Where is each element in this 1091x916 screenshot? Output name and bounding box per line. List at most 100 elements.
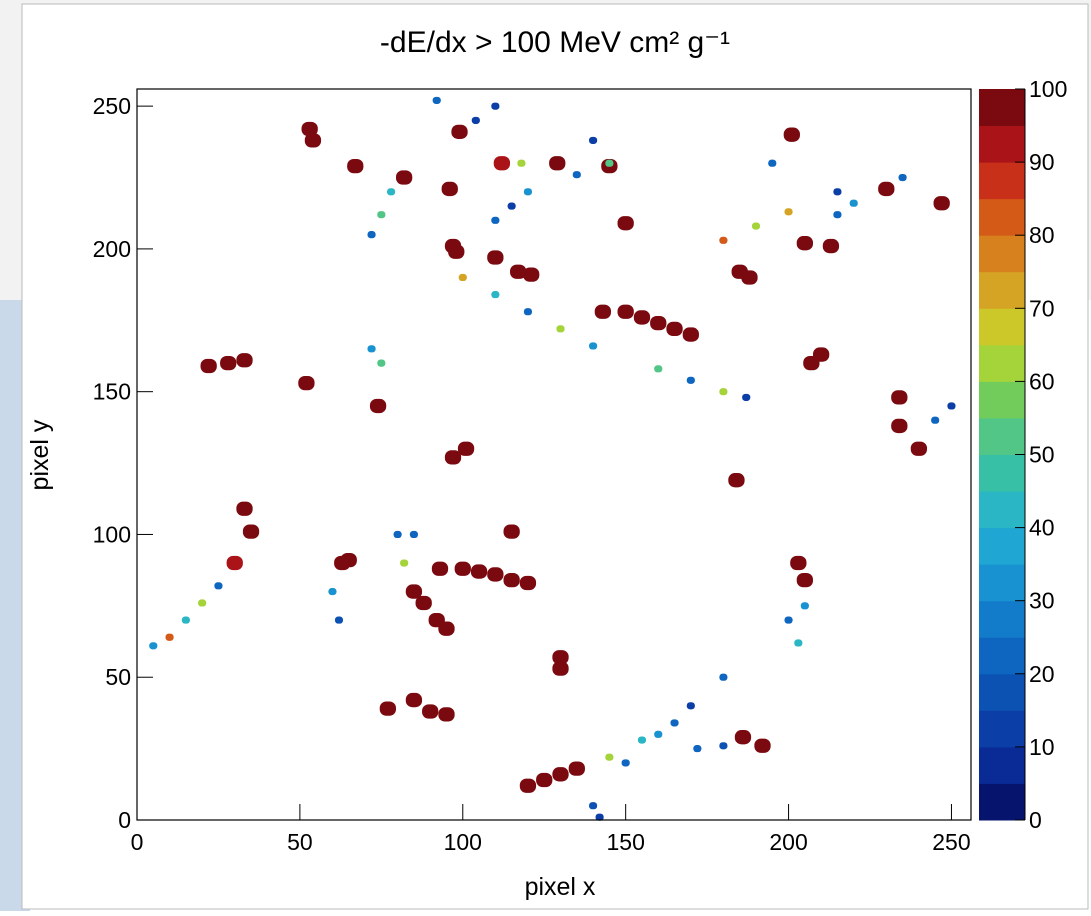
pixel-cell xyxy=(931,416,940,424)
pixel-cell xyxy=(595,813,604,821)
pixel-cell xyxy=(491,216,500,224)
pixel-cell xyxy=(431,561,449,576)
y-axis-label: pixel y xyxy=(26,419,54,490)
pixel-cell xyxy=(693,745,702,753)
pixel-cell xyxy=(719,673,728,681)
x-axis-label: pixel x xyxy=(525,873,596,901)
colorbar-tick-label: 20 xyxy=(1029,661,1055,687)
colorbar-segment xyxy=(979,491,1025,529)
pixel-cell xyxy=(400,559,409,567)
pixel-cell xyxy=(242,524,260,539)
pixel-cell xyxy=(395,170,413,185)
y-tick-label: 200 xyxy=(93,236,131,262)
pixel-cell xyxy=(432,96,441,104)
pixel-cell xyxy=(796,236,813,251)
colorbar-segment xyxy=(979,417,1025,455)
pixel-cell xyxy=(784,208,793,216)
pixel-cell xyxy=(387,188,396,196)
pixel-cell xyxy=(849,199,858,207)
pixel-cell xyxy=(409,530,418,539)
pixel-cell xyxy=(471,116,480,124)
pixel-cell xyxy=(444,450,462,465)
y-tick-label: 100 xyxy=(93,521,131,547)
pixel-cell xyxy=(833,211,842,219)
pixel-cell xyxy=(552,650,569,665)
pixel-cell xyxy=(589,136,598,144)
pixel-cell xyxy=(878,181,895,197)
pixel-cell xyxy=(523,308,533,316)
pixel-cell xyxy=(654,365,663,373)
pixel-cell xyxy=(682,327,699,342)
pixel-cell xyxy=(298,375,315,391)
pixel-cell xyxy=(768,159,777,167)
y-tick-label: 50 xyxy=(105,664,131,690)
colorbar-segment xyxy=(979,125,1025,163)
pixel-cell xyxy=(458,273,467,282)
pixel-cell xyxy=(451,124,468,139)
colorbar-segment xyxy=(979,637,1025,675)
pixel-cell xyxy=(301,121,318,137)
pixel-cell xyxy=(572,171,581,179)
pixel-cell xyxy=(803,355,820,371)
pixel-cell xyxy=(393,530,402,539)
pixel-cell xyxy=(405,692,423,708)
pixel-cell xyxy=(377,359,386,367)
pixel-cell xyxy=(891,390,908,405)
pixel-cell xyxy=(731,264,748,279)
colorbar-tick-label: 0 xyxy=(1029,807,1042,833)
pixel-cell xyxy=(519,575,537,591)
pixel-cell xyxy=(198,599,207,607)
pixel-cell xyxy=(621,759,630,767)
colorbar-segment xyxy=(979,710,1025,748)
x-tick-label: 100 xyxy=(444,829,482,855)
pixel-cell xyxy=(617,216,634,231)
pixel-cell xyxy=(686,376,695,384)
pixel-cell xyxy=(633,310,651,325)
pixel-cell xyxy=(800,602,809,610)
pixel-cell xyxy=(549,156,566,171)
colorbar-tick-label: 90 xyxy=(1029,149,1055,175)
pixel-cell xyxy=(794,639,803,647)
pixel-cell xyxy=(589,802,598,810)
pixel-cell xyxy=(719,742,728,750)
pixel-cell xyxy=(441,181,458,197)
pixel-cell xyxy=(589,342,598,350)
x-tick-label: 200 xyxy=(769,829,807,855)
pixel-cell xyxy=(422,704,439,719)
pixel-cell xyxy=(405,584,423,599)
pixel-cell xyxy=(891,418,908,434)
pixel-cell xyxy=(910,441,928,456)
pixel-cell xyxy=(833,188,842,196)
pixel-cell xyxy=(605,753,614,761)
pixel-cell xyxy=(517,159,526,167)
pixel-cell xyxy=(438,707,455,722)
pixel-cell xyxy=(181,616,190,624)
pixel-cell xyxy=(334,555,351,571)
pixel-cell xyxy=(444,238,462,254)
chart-panel xyxy=(21,3,1089,910)
pixel-cell xyxy=(796,573,813,588)
colorbar-tick-label: 100 xyxy=(1029,76,1067,102)
pixel-cell xyxy=(617,304,634,319)
pixel-cell xyxy=(220,355,237,371)
colorbar-segment xyxy=(979,527,1025,565)
pixel-cell xyxy=(236,501,253,516)
pixel-cell xyxy=(236,353,253,368)
pixel-cell xyxy=(347,158,364,174)
pixel-cell xyxy=(784,616,793,624)
colorbar-tick-label: 80 xyxy=(1029,222,1055,248)
pixel-cell xyxy=(487,250,504,265)
colorbar-segment xyxy=(979,381,1025,419)
pixel-cell xyxy=(200,358,217,374)
x-tick-label: 50 xyxy=(287,829,313,855)
colorbar-tick-label: 60 xyxy=(1029,368,1055,394)
x-tick-label: 0 xyxy=(131,829,144,855)
colorbar-tick-label: 10 xyxy=(1029,734,1055,760)
pixel-cell xyxy=(568,761,585,776)
x-tick-label: 250 xyxy=(932,829,970,855)
pixel-cell xyxy=(637,736,647,744)
colorbar-segment xyxy=(979,235,1025,273)
y-tick-label: 0 xyxy=(118,807,131,833)
pixel-cell xyxy=(379,701,396,716)
colorbar-segment xyxy=(979,271,1025,309)
